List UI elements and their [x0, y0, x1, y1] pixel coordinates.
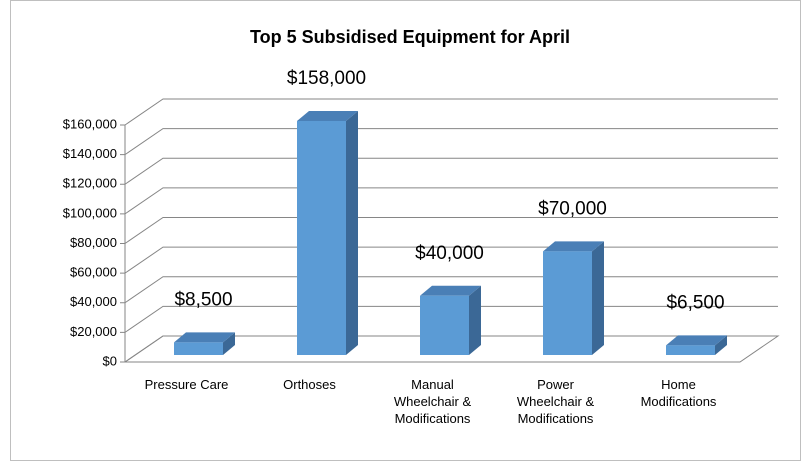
y-tick-label: $40,000: [70, 294, 117, 309]
bar-side: [223, 332, 235, 355]
y-tick-label: $120,000: [63, 176, 117, 191]
y-tick-label: $20,000: [70, 324, 117, 339]
grid-line: [124, 187, 778, 215]
bar: [420, 295, 469, 355]
y-tick-label: $160,000: [63, 116, 117, 131]
grid-line: [124, 98, 778, 126]
data-label: $70,000: [538, 198, 607, 219]
bar-side: [469, 285, 481, 355]
x-tick-label-box: Manual Wheelchair & Modifications: [393, 377, 472, 426]
bar-top: [666, 335, 727, 346]
x-tick-label-box: Pressure Care: [144, 377, 229, 392]
bar: [666, 345, 715, 355]
y-tick-label: $140,000: [63, 146, 117, 161]
bar: [297, 120, 346, 356]
x-tick-label: Pressure Care: [144, 377, 229, 392]
data-label: $40,000: [415, 243, 484, 264]
data-label: $8,500: [174, 289, 232, 310]
y-tick-label: $60,000: [70, 265, 117, 280]
x-tick-label-box: Home Modifications: [640, 377, 717, 409]
chart-title: Top 5 Subsidised Equipment for April: [250, 27, 570, 47]
data-label: $6,500: [666, 292, 724, 313]
bar-top: [543, 241, 604, 252]
data-label: $158,000: [287, 68, 366, 89]
grid-line: [124, 217, 778, 244]
y-tick-label: $100,000: [63, 205, 117, 220]
x-tick-label-box: Power Wheelchair & Modifications: [516, 377, 595, 426]
bar: [174, 342, 223, 355]
bar-side: [592, 241, 604, 355]
bar-side: [715, 335, 727, 355]
chart-border: [10, 0, 801, 461]
x-tick-label: Manual Wheelchair & Modifications: [393, 377, 472, 426]
bar-top: [297, 110, 358, 121]
bar: [543, 251, 592, 355]
grid-line: [124, 128, 778, 156]
x-tick-label: Home Modifications: [640, 377, 717, 409]
x-tick-label: Orthoses: [283, 377, 336, 392]
x-tick-label: Power Wheelchair & Modifications: [516, 377, 595, 426]
y-tick-label: $0: [103, 353, 117, 368]
bar-top: [420, 285, 481, 296]
x-tick-label-box: Orthoses: [283, 377, 336, 392]
grid-line: [124, 157, 778, 185]
bar-side: [346, 110, 358, 356]
y-tick-label: $80,000: [70, 235, 117, 250]
bar-top: [174, 332, 235, 343]
